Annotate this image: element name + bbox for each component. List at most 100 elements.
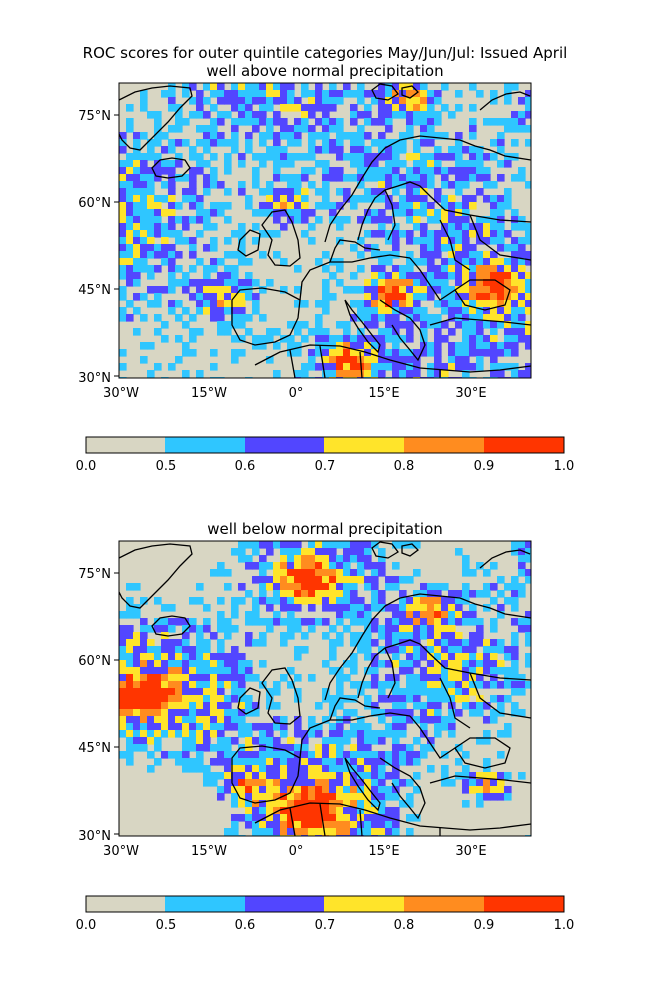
roc-score-cell: [175, 111, 183, 119]
roc-score-cell: [511, 632, 519, 640]
roc-score-cell: [476, 342, 484, 350]
roc-score-cell: [322, 716, 330, 724]
roc-score-cell: [371, 209, 379, 217]
roc-score-cell: [469, 223, 477, 231]
roc-score-cell: [329, 597, 337, 605]
roc-score-cell: [133, 681, 141, 689]
roc-score-cell: [434, 237, 442, 245]
roc-score-cell: [154, 265, 162, 273]
roc-score-cell: [231, 681, 239, 689]
roc-score-cell: [497, 730, 505, 738]
roc-score-cell: [119, 188, 127, 196]
roc-score-cell: [357, 569, 365, 577]
roc-score-cell: [140, 667, 148, 675]
roc-score-cell: [168, 244, 176, 252]
roc-score-cell: [469, 363, 477, 371]
roc-score-cell: [287, 632, 295, 640]
roc-score-cell: [140, 681, 148, 689]
lon-axis: 30°W 15°W 0° 15°E 30°E: [103, 844, 487, 859]
roc-score-cell: [455, 618, 463, 626]
roc-score-cell: [336, 349, 344, 357]
roc-score-cell: [245, 730, 253, 738]
roc-score-cell: [392, 821, 400, 829]
roc-score-cell: [385, 807, 393, 815]
roc-score-cell: [203, 730, 211, 738]
roc-score-cell: [385, 335, 393, 343]
roc-score-cell: [322, 660, 330, 668]
roc-score-cell: [497, 793, 505, 801]
roc-score-cell: [231, 321, 239, 329]
roc-score-cell: [525, 125, 531, 133]
roc-score-cell: [469, 709, 477, 717]
roc-score-cell: [245, 695, 253, 703]
roc-score-cell: [140, 202, 148, 210]
roc-score-cell: [420, 244, 428, 252]
roc-score-cell: [231, 307, 239, 315]
roc-score-cell: [210, 716, 218, 724]
roc-score-cell: [161, 639, 169, 647]
roc-score-cell: [399, 695, 407, 703]
roc-score-cell: [238, 244, 246, 252]
roc-score-cell: [287, 174, 295, 182]
roc-score-cell: [448, 611, 456, 619]
roc-score-cell: [280, 555, 288, 563]
roc-score-cell: [133, 730, 141, 738]
roc-score-cell: [189, 730, 197, 738]
roc-score-cell: [392, 779, 400, 787]
roc-score-cell: [280, 807, 288, 815]
roc-score-cell: [434, 230, 442, 238]
roc-score-cell: [434, 653, 442, 661]
roc-score-cell: [322, 576, 330, 584]
roc-score-cell: [420, 611, 428, 619]
roc-score-cell: [301, 576, 309, 584]
roc-score-cell: [392, 188, 400, 196]
roc-score-cell: [231, 230, 239, 238]
roc-score-cell: [336, 688, 344, 696]
roc-score-cell: [322, 772, 330, 780]
roc-score-cell: [182, 744, 190, 752]
roc-score-cell: [168, 723, 176, 731]
roc-score-cell: [441, 646, 449, 654]
roc-score-cell: [210, 104, 218, 112]
roc-score-cell: [350, 202, 358, 210]
roc-score-cell: [126, 300, 134, 308]
roc-score-cell: [161, 286, 169, 294]
roc-score-cell: [147, 653, 155, 661]
roc-score-cell: [168, 216, 176, 224]
roc-score-cell: [294, 800, 302, 808]
roc-score-cell: [189, 97, 197, 105]
roc-score-cell: [448, 646, 456, 654]
roc-score-cell: [378, 779, 386, 787]
roc-score-cell: [434, 356, 442, 364]
roc-score-cell: [343, 576, 351, 584]
roc-score-cell: [315, 758, 323, 766]
roc-score-cell: [504, 300, 512, 308]
roc-score-cell: [336, 730, 344, 738]
roc-score-cell: [483, 314, 491, 322]
roc-score-cell: [483, 786, 491, 794]
roc-score-cell: [504, 279, 512, 287]
roc-score-cell: [245, 90, 253, 98]
roc-score-cell: [273, 751, 281, 759]
roc-score-cell: [287, 821, 295, 829]
roc-score-cell: [448, 625, 456, 633]
roc-score-cell: [280, 286, 288, 294]
lat-axis: 75°N 60°N 45°N 30°N: [78, 109, 119, 386]
roc-score-cell: [273, 779, 281, 787]
roc-score-cell: [385, 793, 393, 801]
roc-score-cell: [392, 223, 400, 231]
roc-score-cell: [266, 188, 274, 196]
roc-score-cell: [420, 286, 428, 294]
roc-score-cell: [224, 307, 232, 315]
roc-score-cell: [427, 349, 435, 357]
roc-score-cell: [399, 730, 407, 738]
roc-score-cell: [168, 618, 176, 626]
roc-score-cell: [259, 779, 267, 787]
roc-score-cell: [259, 758, 267, 766]
roc-score-cell: [196, 216, 204, 224]
roc-score-cell: [378, 258, 386, 266]
roc-score-cell: [140, 314, 148, 322]
roc-score-cell: [476, 786, 484, 794]
roc-score-cell: [476, 709, 484, 717]
roc-score-cell: [434, 300, 442, 308]
